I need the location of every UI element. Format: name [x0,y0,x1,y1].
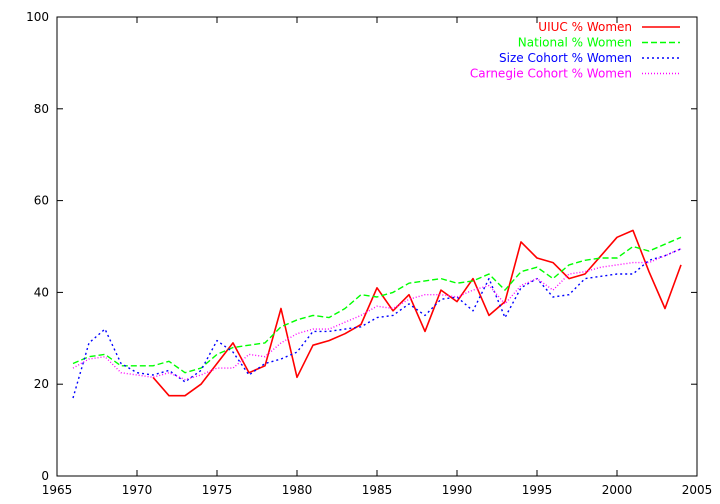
x-tick-label: 1990 [442,483,473,497]
x-tick-label: 1975 [202,483,233,497]
y-tick-label: 80 [34,102,49,116]
legend-label: Size Cohort % Women [499,51,632,65]
y-tick-label: 20 [34,377,49,391]
x-tick-label: 2005 [682,483,713,497]
series-line-4 [72,248,682,381]
series-line-2 [72,236,682,374]
x-tick-label: 1995 [522,483,553,497]
legend-label: UIUC % Women [538,20,632,34]
y-tick-label: 100 [26,10,49,24]
x-tick-label: 1980 [282,483,313,497]
x-tick-label: 1970 [122,483,153,497]
x-tick-label: 2000 [602,483,633,497]
series-lines [72,229,682,399]
series-line-3 [72,248,682,399]
x-tick-label: 1985 [362,483,393,497]
y-tick-label: 0 [41,469,49,483]
axes: 1965 1970 1975 1980 1985 1990 1995 2000 2005 0 20 4… [26,10,712,497]
y-tick-label: 60 [34,194,49,208]
legend-label: National % Women [518,36,632,50]
legend-label: Carnegie Cohort % Women [470,67,632,81]
series-line-1 [152,229,682,397]
x-tick-label: 1965 [42,483,73,497]
y-tick-label: 40 [34,285,49,299]
